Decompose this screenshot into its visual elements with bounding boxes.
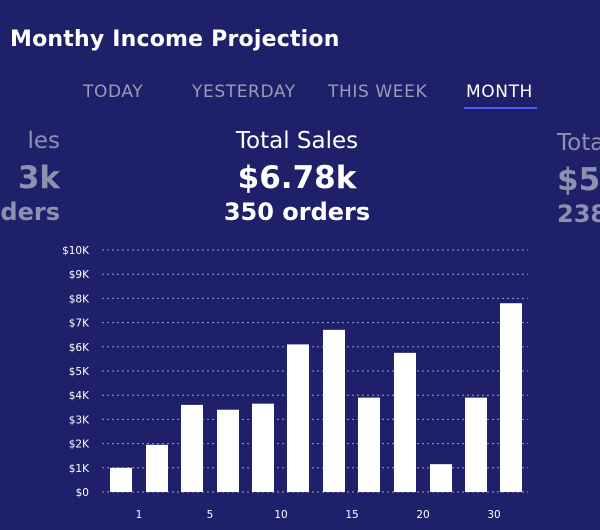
bar[interactable] (394, 352, 416, 492)
y-tick-label: $0 (76, 487, 89, 499)
page-title: Monthy Income Projection (10, 27, 340, 52)
bar[interactable] (323, 329, 345, 492)
summary-amount: $5 (557, 162, 600, 198)
y-tick-label: $9K (69, 269, 90, 281)
y-tick-label: $10K (62, 245, 90, 257)
y-tick-label: $2K (69, 439, 90, 451)
summary-card-next[interactable]: Tota $5 238 (557, 130, 600, 228)
x-tick-label: 15 (345, 509, 358, 521)
bar[interactable] (430, 464, 452, 492)
bar[interactable] (110, 467, 132, 492)
active-tab-indicator (464, 107, 537, 109)
sales-bar-chart: $0$1K$2K$3K$4K$5K$6K$7K$8K$9K$10K 1 5 10 15… (62, 245, 528, 521)
tab-month[interactable]: MONTH (466, 82, 533, 102)
period-tabs: TODAY YESTERDAY THIS WEEK MONTH (0, 82, 600, 112)
y-tick-label: $3K (69, 414, 90, 426)
summary-label: Tota (557, 130, 600, 156)
summary-label: Total Sales (235, 128, 359, 154)
bar[interactable] (465, 397, 487, 492)
y-tick-label: $5K (69, 366, 90, 378)
y-tick-label: $1K (69, 463, 90, 475)
bar[interactable] (181, 404, 203, 492)
summary-amount: 3k (17, 160, 60, 196)
summary-amount: $6.78k (237, 160, 357, 196)
y-tick-label: $4K (69, 390, 90, 402)
bar[interactable] (500, 303, 522, 492)
summary-card-current: Total Sales $6.78k 350 orders (197, 128, 397, 226)
bar[interactable] (146, 444, 168, 492)
bar[interactable] (252, 403, 274, 492)
bar[interactable] (358, 397, 380, 492)
y-tick-label: $7K (69, 318, 90, 330)
bar[interactable] (287, 344, 309, 492)
x-tick-label: 20 (416, 509, 429, 521)
x-tick-label: 5 (207, 509, 214, 521)
x-tick-label: 10 (274, 509, 287, 521)
x-tick-label: 1 (136, 509, 143, 521)
summary-orders: 350 orders (223, 198, 371, 226)
summary-card-previous[interactable]: les 3k ders (0, 128, 60, 226)
summary-orders: ders (0, 198, 60, 226)
x-tick-label: 30 (487, 509, 500, 521)
y-tick-label: $6K (69, 342, 90, 354)
summary-label: les (27, 128, 60, 154)
tab-yesterday[interactable]: YESTERDAY (192, 82, 296, 102)
summary-orders: 238 (557, 200, 600, 228)
tab-today[interactable]: TODAY (83, 82, 144, 102)
tab-this-week[interactable]: THIS WEEK (328, 82, 428, 102)
y-tick-label: $8K (69, 293, 90, 305)
bar[interactable] (217, 409, 239, 492)
